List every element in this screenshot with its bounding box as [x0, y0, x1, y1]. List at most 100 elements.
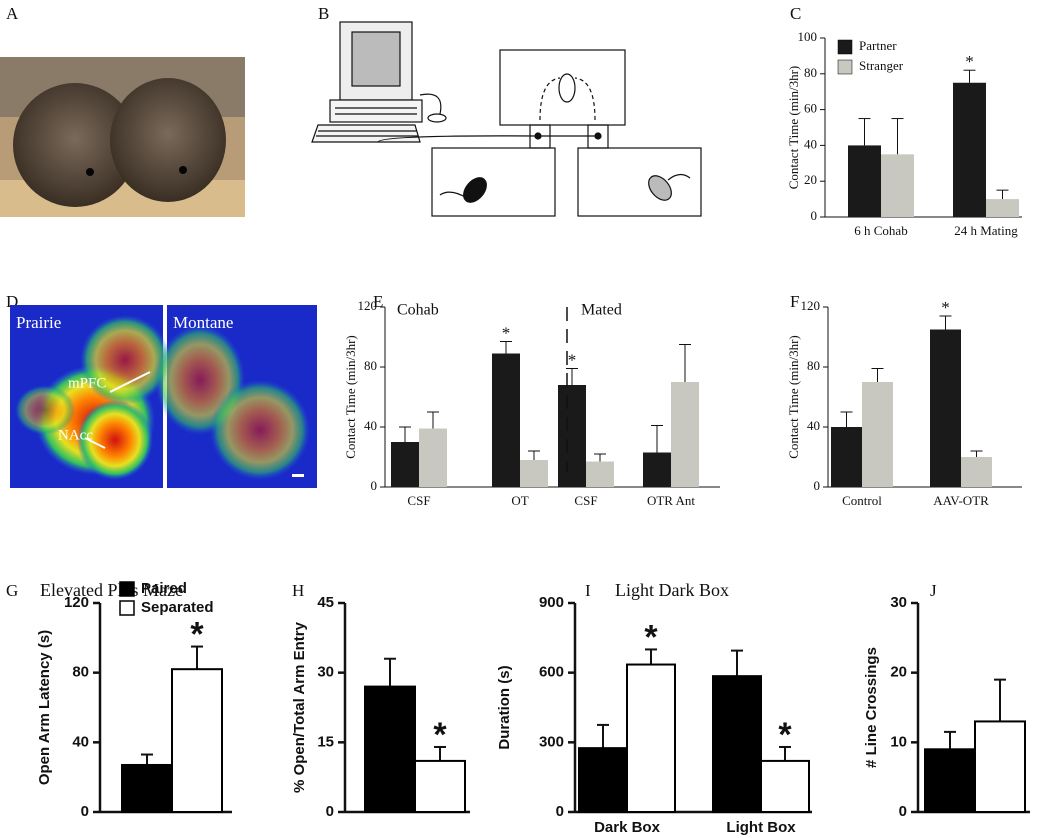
legend-label: Partner — [859, 38, 897, 53]
y-tick-label: 45 — [317, 594, 334, 611]
y-tick-label: 80 — [807, 358, 820, 373]
x-tick-label: Light Box — [726, 819, 796, 836]
legend-swatch — [119, 581, 135, 597]
significance-marker: * — [502, 323, 511, 342]
bar — [364, 685, 416, 813]
bar — [712, 675, 762, 814]
y-axis-label: Open Arm Latency (s) — [36, 630, 53, 785]
image-label: NAcc — [58, 427, 93, 443]
x-tick-label: 24 h Mating — [954, 223, 1018, 238]
y-tick-label: 0 — [326, 803, 334, 820]
bar — [121, 763, 173, 813]
bar — [831, 427, 862, 487]
panel-letter: F — [790, 292, 799, 311]
y-tick-label: 30 — [890, 594, 907, 611]
panel-letter: I — [585, 581, 591, 600]
x-tick-label: Control — [842, 493, 882, 508]
image-label: Prairie — [16, 313, 61, 332]
x-tick-label: CSF — [574, 493, 597, 508]
bar — [671, 382, 699, 487]
legend-swatch — [837, 39, 853, 55]
photo — [0, 57, 245, 217]
significance-marker: * — [644, 618, 658, 656]
bar — [558, 385, 586, 487]
y-tick-label: 80 — [72, 664, 89, 681]
x-tick-label: CSF — [407, 493, 430, 508]
significance-marker: * — [568, 350, 577, 369]
significance-marker: * — [941, 298, 950, 317]
brain-image — [10, 305, 317, 488]
y-axis-label: Contact Time (min/3hr) — [786, 66, 801, 190]
y-tick-label: 900 — [539, 594, 564, 611]
y-tick-label: 80 — [804, 65, 817, 80]
bar — [586, 461, 614, 487]
y-tick-label: 20 — [804, 172, 817, 187]
y-tick-label: 0 — [81, 803, 89, 820]
group-label: Mated — [581, 302, 622, 319]
y-axis-label: % Open/Total Arm Entry — [291, 621, 308, 793]
y-tick-label: 0 — [811, 208, 818, 223]
x-tick-label: OT — [511, 493, 528, 508]
y-tick-label: 10 — [890, 733, 907, 750]
y-tick-label: 40 — [804, 136, 817, 151]
bar — [391, 442, 419, 487]
bar — [626, 663, 676, 813]
y-tick-label: 40 — [72, 733, 89, 750]
x-tick-label: OTR Ant — [647, 493, 695, 508]
panel-letter: A — [6, 4, 19, 23]
y-tick-label: 40 — [807, 418, 820, 433]
diagram — [311, 21, 702, 217]
y-tick-label: 60 — [804, 101, 817, 116]
legend-label: Stranger — [859, 58, 904, 73]
y-tick-label: 100 — [798, 29, 818, 44]
bar — [643, 452, 671, 487]
y-tick-label: 15 — [317, 733, 334, 750]
x-tick-label: 6 h Cohab — [854, 223, 907, 238]
y-tick-label: 80 — [364, 358, 377, 373]
y-tick-label: 0 — [814, 478, 821, 493]
y-tick-label: 300 — [539, 733, 564, 750]
bar — [961, 457, 992, 487]
panel-letter: J — [930, 581, 937, 600]
panel-letter: H — [292, 581, 304, 600]
y-axis-label: Contact Time (min/3hr) — [343, 335, 358, 459]
group-label: Cohab — [397, 302, 439, 319]
y-tick-label: 0 — [899, 803, 907, 820]
y-axis-label: Contact Time (min/3hr) — [786, 335, 801, 459]
significance-marker: * — [965, 52, 974, 71]
y-tick-label: 120 — [801, 298, 821, 313]
y-tick-label: 30 — [317, 664, 334, 681]
chart-title: Light Dark Box — [615, 580, 729, 600]
legend-label: Paired — [141, 580, 187, 597]
y-tick-label: 40 — [364, 418, 377, 433]
legend-swatch — [837, 59, 853, 75]
bar — [862, 382, 893, 487]
panel-letter: C — [790, 4, 801, 23]
y-tick-label: 600 — [539, 664, 564, 681]
significance-marker: * — [778, 716, 792, 754]
y-tick-label: 20 — [890, 664, 907, 681]
panel-letter: B — [318, 4, 329, 23]
bar — [953, 82, 986, 217]
image-label: mPFC — [68, 375, 106, 391]
legend-swatch — [119, 600, 135, 616]
bar — [760, 759, 810, 814]
significance-marker: * — [190, 616, 204, 654]
bar — [492, 353, 520, 487]
y-tick-label: 120 — [64, 594, 89, 611]
significance-marker: * — [433, 716, 447, 754]
bar — [578, 747, 628, 814]
bar — [930, 329, 961, 487]
y-axis-label: Duration (s) — [496, 665, 513, 749]
x-tick-label: AAV-OTR — [933, 493, 989, 508]
x-tick-label: Dark Box — [594, 819, 661, 836]
y-tick-label: 0 — [371, 478, 378, 493]
image-label: Montane — [173, 313, 233, 332]
bar — [419, 428, 447, 487]
chart-title: Elevated Plus Maze — [40, 580, 183, 600]
bar — [171, 668, 223, 814]
bar — [881, 154, 914, 217]
bar — [520, 460, 548, 487]
